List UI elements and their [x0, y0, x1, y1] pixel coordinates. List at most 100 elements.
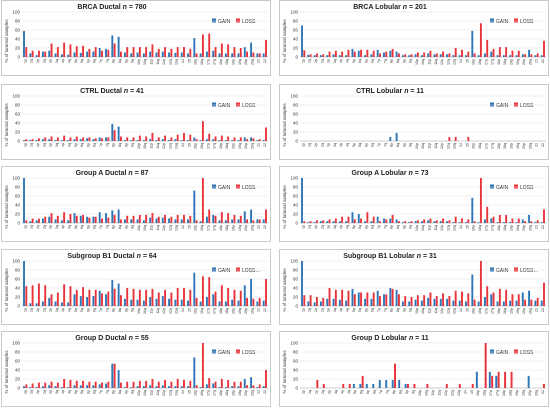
bar-gain-7q [385, 379, 388, 388]
bar-gain-14 [180, 140, 183, 141]
bar-gain-2p [35, 140, 38, 141]
bar-loss-5q [82, 380, 85, 388]
bar-gain-20p [243, 379, 246, 388]
bar-loss-10q [145, 214, 148, 223]
bar-loss-16q [201, 178, 204, 223]
x-tick-label: 18p [497, 143, 501, 149]
x-tick-label: 8p [112, 143, 116, 147]
bar-loss-18p [220, 212, 223, 223]
x-tick-label: 9q [411, 390, 415, 394]
bar-gain-19p [231, 386, 234, 388]
bar-gain-17q [212, 50, 215, 57]
bar-loss-10q [423, 52, 426, 57]
bar-gain-4p [60, 140, 63, 141]
bar-loss-1p [25, 384, 28, 388]
legend-label-gain: GAIN [218, 103, 231, 109]
chart-title-count: = 64 [141, 253, 157, 260]
bar-gain-7q [383, 52, 385, 57]
bar-gain-3q [54, 301, 57, 306]
bar-gain-17p [205, 384, 208, 388]
bar-loss-12p [164, 214, 167, 223]
bar-loss-19q [239, 381, 242, 388]
x-tick-label: 9q [131, 390, 135, 394]
bar-loss-9q [132, 381, 135, 388]
bar-gain-3q [54, 53, 57, 57]
bar-loss-8q [119, 295, 122, 306]
bar-gain-8p [389, 50, 392, 57]
bar-gain-6p [86, 297, 89, 306]
x-tick-label: 2q [42, 390, 46, 394]
x-tick-label: 16p [194, 225, 198, 231]
bar-loss-18p [498, 47, 501, 57]
bar-loss-12q [448, 296, 451, 306]
x-tick-label: 22 [541, 225, 545, 229]
bar-loss-10q [145, 47, 148, 57]
bar-gain-11p [149, 217, 152, 223]
y-tick-label: 0 [17, 304, 20, 309]
x-tick-label: 16q [200, 308, 204, 314]
y-axis-label: % of tumoral samples [282, 103, 287, 147]
x-tick-label: 2p [314, 59, 318, 63]
bar-gain-7p [98, 384, 101, 388]
chart-subgroup-b1-ductal: Subgroup B1 Ductal n = 64 GAIN LOSS… % of t… [4, 253, 268, 314]
bar-loss-10p [416, 295, 419, 306]
bar-gain-10q [420, 221, 423, 223]
bar-gain-4p [60, 302, 63, 306]
x-tick-label: 8p [112, 308, 116, 312]
x-tick-label: 9p [124, 308, 128, 312]
chart-title-count: = 780 [127, 4, 147, 11]
x-tick-label: 6p [86, 225, 90, 229]
x-tick-label: 2p [36, 225, 40, 229]
bar-loss-8q [119, 382, 122, 388]
bar-loss-16p [195, 139, 198, 141]
bar-loss-15 [467, 136, 470, 141]
bar-gain-8p [389, 136, 392, 141]
bar-gain-12q [446, 221, 449, 223]
x-tick-label: 16p [194, 143, 198, 149]
bar-gain-17p [488, 371, 491, 388]
bar-loss-2q [322, 220, 325, 223]
chart-panel-brca-ductal: BRCA Ductal n = 780 GAIN LOSS % of tumoral … [1, 0, 271, 76]
x-tick-label: 4p [339, 59, 343, 63]
x-tick-label: 3p [49, 225, 53, 229]
bar-loss-4q [69, 379, 72, 388]
chart-panel-group-a-lobular: Group A Lobular n = 73 GAIN LOSS % of tumor… [279, 166, 549, 242]
bar-gain-18q [502, 301, 505, 306]
bar-loss-2p [37, 283, 40, 306]
bar-loss-8p [391, 214, 394, 223]
bar-gain-4p [60, 387, 63, 388]
x-tick-label: 10p [137, 225, 141, 231]
bar-loss-16p [195, 220, 198, 223]
bar-gain-11q [155, 218, 158, 223]
bar-gain-19q [237, 300, 240, 306]
y-tick-label: 80 [293, 103, 299, 108]
y-axis-label: % of tumoral samples [282, 350, 287, 394]
bar-loss-16p [195, 297, 198, 306]
x-tick-label: 13q [453, 143, 457, 149]
bar-loss-9p [126, 288, 129, 306]
chart-title-count: = 73 [413, 170, 429, 177]
x-tick-label: 6p [364, 225, 368, 229]
x-tick-label: 2q [320, 143, 324, 147]
bar-gain-6q [92, 296, 95, 306]
bar-gain-2q [41, 51, 44, 57]
bar-gain-9p [123, 219, 126, 223]
bar-loss-9p [126, 47, 129, 57]
x-tick-label: 10p [415, 308, 419, 314]
bar-gain-21 [256, 301, 259, 306]
bar-gain-13q [452, 300, 455, 306]
x-tick-label: 20q [528, 59, 532, 65]
x-tick-label: 12p [162, 225, 166, 231]
bar-loss-17p [208, 277, 211, 306]
x-tick-label: 5p [352, 143, 356, 147]
x-tick-label: 21 [535, 59, 539, 63]
x-tick-label: 13q [453, 225, 457, 231]
x-tick-label: 20p [522, 143, 526, 149]
x-tick-label: 2q [42, 225, 46, 229]
y-tick-label: 80 [15, 268, 21, 273]
x-tick-label: 10q [143, 225, 147, 231]
bar-loss-9p [404, 54, 407, 57]
bar-gain-5q [359, 383, 362, 388]
bar-gain-7p [376, 290, 379, 306]
x-tick-label: 6q [93, 225, 97, 229]
